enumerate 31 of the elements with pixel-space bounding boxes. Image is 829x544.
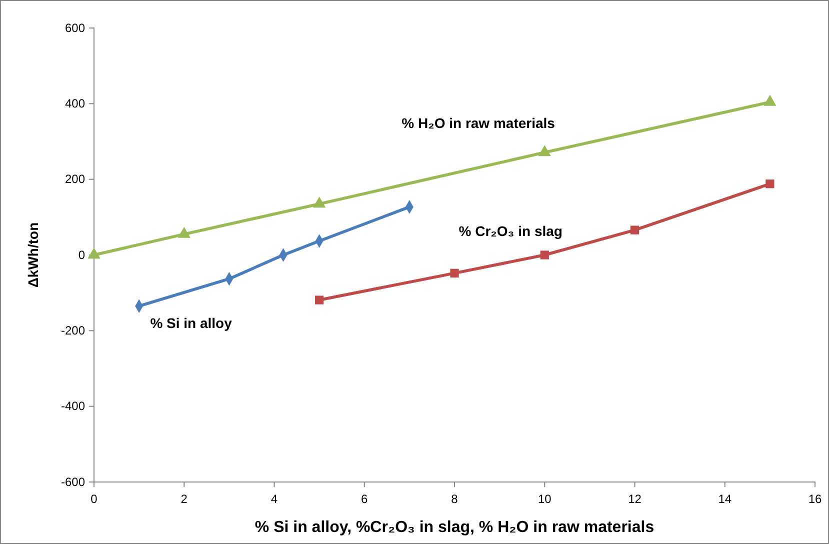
point	[540, 250, 549, 260]
x-tick-label: 0	[90, 492, 98, 506]
x-tick-label: 16	[808, 492, 822, 506]
x-tick-label: 14	[718, 492, 732, 506]
point	[538, 145, 551, 156]
x-tick-label: 6	[361, 492, 368, 506]
x-tick-label: 2	[180, 492, 188, 506]
point	[630, 226, 640, 234]
x-tick-label: 12	[628, 492, 642, 506]
point	[88, 248, 100, 259]
y-axis-title: ΔkWh/ton	[25, 222, 41, 288]
x-tick-label: 8	[451, 492, 458, 506]
y-tick-label: 0	[78, 248, 86, 262]
point	[314, 296, 324, 304]
series-label: % Cr₂O₃ in slag	[458, 223, 562, 239]
y-tick-label: 400	[64, 96, 86, 111]
y-tick-label: 200	[64, 172, 86, 186]
x-tick-label: 4	[270, 492, 278, 506]
point	[178, 226, 190, 238]
point	[312, 196, 326, 208]
series-label: % Si in alloy	[150, 315, 232, 332]
point	[764, 94, 776, 106]
y-tick-label: -600	[60, 474, 86, 489]
x-tick-label: 10	[538, 492, 552, 506]
series-label: % H₂O in raw materials	[402, 114, 556, 131]
y-tick-label: -400	[60, 399, 86, 414]
x-axis-title: % Si in alloy, %Cr₂O₃ in slag, % H₂O in raw materials	[254, 519, 654, 536]
point	[450, 268, 459, 278]
y-tick-label: -200	[60, 324, 86, 338]
y-tick-label: 600	[64, 20, 86, 35]
point	[766, 180, 774, 188]
